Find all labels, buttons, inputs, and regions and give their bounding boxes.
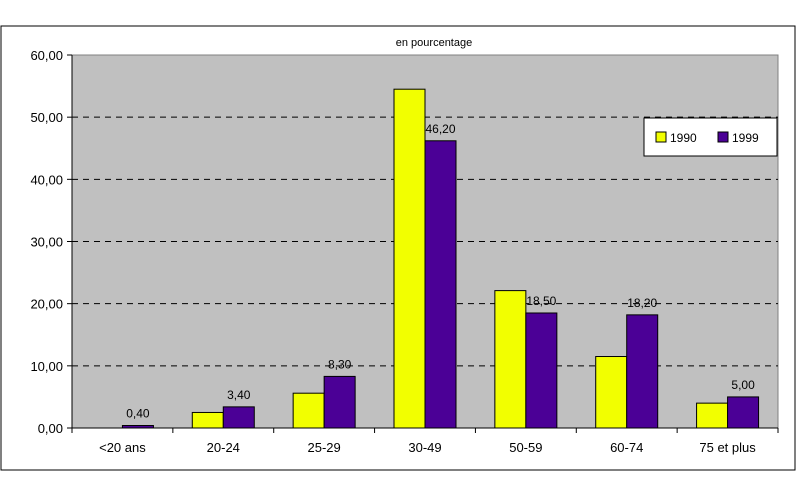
bar-1990: [595, 356, 628, 429]
data-labels: 0,40 3,40 8,30 46,20 18,50 18,20 5,00: [126, 122, 755, 421]
bar-1999: [323, 375, 356, 429]
legend-swatch-1999: [717, 131, 729, 143]
bar-1999: [424, 140, 457, 429]
y-tick-label: 60,00: [30, 48, 63, 63]
chart-title: en pourcentage: [396, 37, 472, 49]
bars: [121, 88, 760, 429]
y-tick-label: 0,00: [38, 421, 63, 436]
bar-1990: [494, 290, 527, 429]
axes: 0,00 10,00 20,00 30,00 40,00 50,00 60,00 <20 an…: [30, 48, 779, 455]
bar-1999: [525, 312, 558, 429]
legend: 1990 1999: [643, 117, 778, 157]
legend-label-1990: 1990: [670, 131, 697, 145]
x-tick-label: 30-49: [408, 440, 441, 455]
y-tick-label: 50,00: [30, 110, 63, 125]
bar-1990: [292, 392, 325, 429]
x-tick-label: 60-74: [610, 440, 643, 455]
bar-1999: [727, 396, 760, 429]
x-tick-label: 25-29: [308, 440, 341, 455]
data-label-1999: 3,40: [227, 388, 251, 402]
legend-swatch-1990: [655, 131, 667, 143]
legend-label-1999: 1999: [732, 131, 759, 145]
x-tick-label: 50-59: [509, 440, 542, 455]
y-tick-label: 40,00: [30, 172, 63, 187]
x-tick-label: <20 ans: [99, 440, 146, 455]
data-label-1999: 8,30: [328, 357, 352, 371]
data-label-1999: 46,20: [425, 122, 455, 136]
bar-1990: [191, 411, 224, 429]
x-tick-label: 75 et plus: [699, 440, 756, 455]
x-tick-label: 20-24: [207, 440, 240, 455]
bar-1990: [393, 88, 426, 429]
y-tick-label: 10,00: [30, 359, 63, 374]
bar-1999: [626, 314, 659, 429]
y-tick-label: 30,00: [30, 235, 63, 250]
y-tick-label: 20,00: [30, 297, 63, 312]
data-label-1999: 18,50: [526, 294, 556, 308]
data-label-1999: 0,40: [126, 407, 150, 421]
bar-1990: [696, 402, 729, 429]
data-label-1999: 5,00: [731, 378, 755, 392]
data-label-1999: 18,20: [627, 296, 657, 310]
bar-1999: [222, 406, 255, 429]
